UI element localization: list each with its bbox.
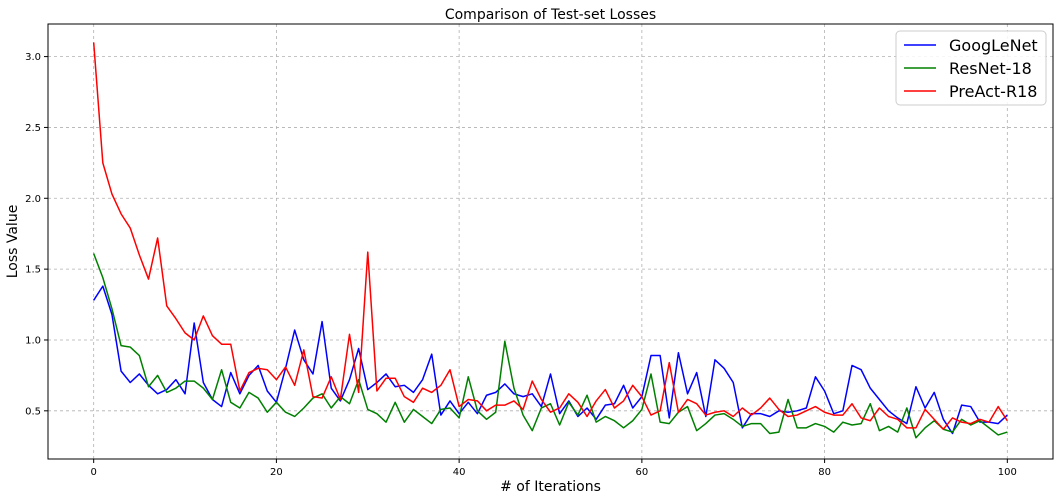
y-tick-label: 0.5: [25, 406, 41, 417]
series-lines: [92, 42, 1008, 439]
y-tick-label: 1.5: [25, 265, 41, 276]
series-line-preact-r18: [92, 42, 1008, 430]
legend: GoogLeNet ResNet-18 PreAct-R18: [895, 30, 1047, 106]
y-tick-label: 3.0: [25, 52, 41, 63]
axis-ticks: 0 20 40 60 80 100 0.5 1.0 1.5 2.0 2.5 3.0: [25, 52, 1017, 478]
legend-label: ResNet-18: [949, 59, 1032, 78]
x-tick-label: 100: [998, 467, 1017, 478]
x-tick-label: 0: [90, 467, 96, 478]
x-tick-label: 80: [818, 467, 831, 478]
grid: [48, 24, 1053, 459]
x-tick-label: 20: [270, 467, 283, 478]
chart-title: Comparison of Test-set Losses: [445, 7, 656, 23]
x-axis-label: # of Iterations: [500, 479, 601, 495]
series-line-resnet-18: [92, 253, 1008, 439]
legend-box: [895, 30, 1047, 106]
series-line-googlenet: [93, 285, 1008, 435]
x-tick-label: 60: [635, 467, 648, 478]
legend-label: PreAct-R18: [949, 82, 1037, 101]
y-axis-label: Loss Value: [5, 205, 21, 279]
y-tick-label: 1.0: [25, 335, 41, 346]
x-tick-label: 40: [453, 467, 466, 478]
plot-frame: [47, 23, 1054, 460]
y-tick-label: 2.5: [25, 123, 41, 134]
legend-label: GoogLeNet: [949, 36, 1038, 55]
y-tick-label: 2.0: [25, 194, 41, 205]
